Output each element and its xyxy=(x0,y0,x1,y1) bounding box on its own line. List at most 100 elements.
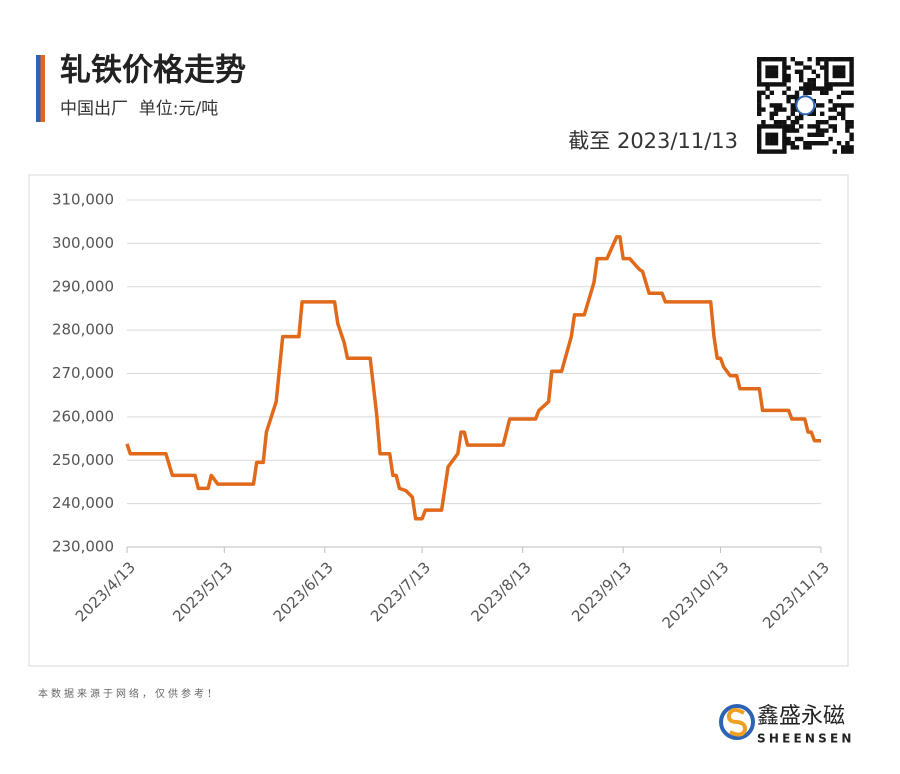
price-line xyxy=(125,235,821,521)
qr-cell xyxy=(799,124,804,129)
brand-en: SHEENSEN xyxy=(757,732,855,746)
qr-cell xyxy=(790,124,795,129)
logo xyxy=(719,704,755,740)
qr-cell xyxy=(769,57,774,62)
qr-cell xyxy=(845,57,850,62)
qr-cell xyxy=(773,124,779,129)
qr-cell xyxy=(824,141,829,146)
qr-cell xyxy=(765,65,770,70)
qr-cell xyxy=(836,94,842,100)
qr-cell xyxy=(832,65,837,70)
qr-cell xyxy=(757,82,762,87)
qr-cell xyxy=(769,69,774,74)
qr-cell xyxy=(815,61,821,66)
qr-cell xyxy=(820,86,825,91)
qr-cell xyxy=(849,132,854,137)
qr-cell xyxy=(786,124,791,129)
qr-cell xyxy=(794,94,800,100)
qr-cell xyxy=(794,120,800,125)
qr-cell xyxy=(790,111,795,116)
qr-cell xyxy=(815,57,821,62)
qr-cell xyxy=(841,82,846,87)
accent-bar xyxy=(36,55,45,122)
qr-cell xyxy=(765,69,770,74)
qr-cell xyxy=(782,128,787,133)
qr-cell xyxy=(849,78,854,83)
qr-cell xyxy=(841,65,846,70)
qr-cell xyxy=(769,132,774,137)
qr-cell xyxy=(807,132,812,137)
qr-cell xyxy=(820,57,825,62)
qr-cell xyxy=(849,124,854,129)
qr-cell xyxy=(832,69,837,74)
y-tick-label: 240,000 xyxy=(52,494,114,512)
qr-cell xyxy=(799,86,804,91)
qr-cell xyxy=(845,90,850,95)
qr-cell xyxy=(794,145,800,150)
qr-cell xyxy=(769,149,774,154)
qr-cell xyxy=(824,65,829,70)
qr-cell xyxy=(757,141,762,146)
qr-cell xyxy=(790,107,795,112)
qr-cell xyxy=(824,78,829,83)
qr-cell xyxy=(811,69,816,74)
qr-cell xyxy=(811,111,816,116)
plot: 230,000 240,000 250,000 260,000 270,000 280,0… xyxy=(52,191,833,633)
qr-cell xyxy=(773,82,779,87)
qr-cell xyxy=(832,124,837,129)
qr-cell xyxy=(820,120,825,125)
qr-cell xyxy=(761,120,766,125)
qr-cell xyxy=(790,128,795,133)
qr-cell xyxy=(828,115,833,121)
qr-cell xyxy=(782,149,787,154)
qr-cell xyxy=(815,132,821,137)
qr-cell xyxy=(765,57,770,62)
qr-code xyxy=(757,57,854,154)
qr-cell xyxy=(815,120,821,125)
qr-cell xyxy=(803,86,808,91)
qr-cell xyxy=(841,107,846,112)
qr-cell xyxy=(815,73,821,79)
qr-cell xyxy=(820,65,825,70)
qr-cell xyxy=(841,115,846,121)
qr-cell xyxy=(773,111,779,116)
qr-cell xyxy=(836,69,842,74)
qr-cell xyxy=(841,57,846,62)
qr-cell xyxy=(820,141,825,146)
qr-cell xyxy=(757,124,762,129)
qr-cell xyxy=(841,73,846,79)
qr-cell xyxy=(773,149,779,154)
qr-cell xyxy=(782,136,787,142)
y-tick-label: 230,000 xyxy=(52,538,114,556)
qr-cell xyxy=(828,82,833,87)
qr-cell xyxy=(836,141,842,146)
qr-cell xyxy=(807,86,812,91)
qr-cell xyxy=(782,90,787,95)
qr-cell xyxy=(811,141,816,146)
qr-cell xyxy=(773,69,779,74)
x-tick-label: 2023/5/13 xyxy=(169,558,236,625)
y-tick-label: 250,000 xyxy=(52,451,114,469)
qr-cell xyxy=(807,65,812,70)
qr-cell xyxy=(757,69,762,74)
qr-cell xyxy=(849,149,854,154)
qr-cell xyxy=(782,107,787,112)
qr-cell xyxy=(841,145,846,150)
qr-cell xyxy=(832,115,837,121)
footnote: 本数据来源于网络，仅供参考！ xyxy=(38,687,220,700)
qr-cell xyxy=(815,128,821,133)
qr-cell xyxy=(786,73,791,79)
qr-cell xyxy=(769,82,774,87)
qr-cell xyxy=(824,86,829,91)
qr-cell xyxy=(803,82,808,87)
plot-frame xyxy=(28,174,849,667)
qr-cell xyxy=(769,111,774,116)
qr-cell xyxy=(811,78,816,83)
qr-cell xyxy=(769,136,774,142)
qr-cell xyxy=(815,141,821,146)
qr-cell xyxy=(757,136,762,142)
qr-cell xyxy=(824,128,829,133)
qr-cell xyxy=(807,57,812,62)
qr-cell xyxy=(769,103,774,108)
